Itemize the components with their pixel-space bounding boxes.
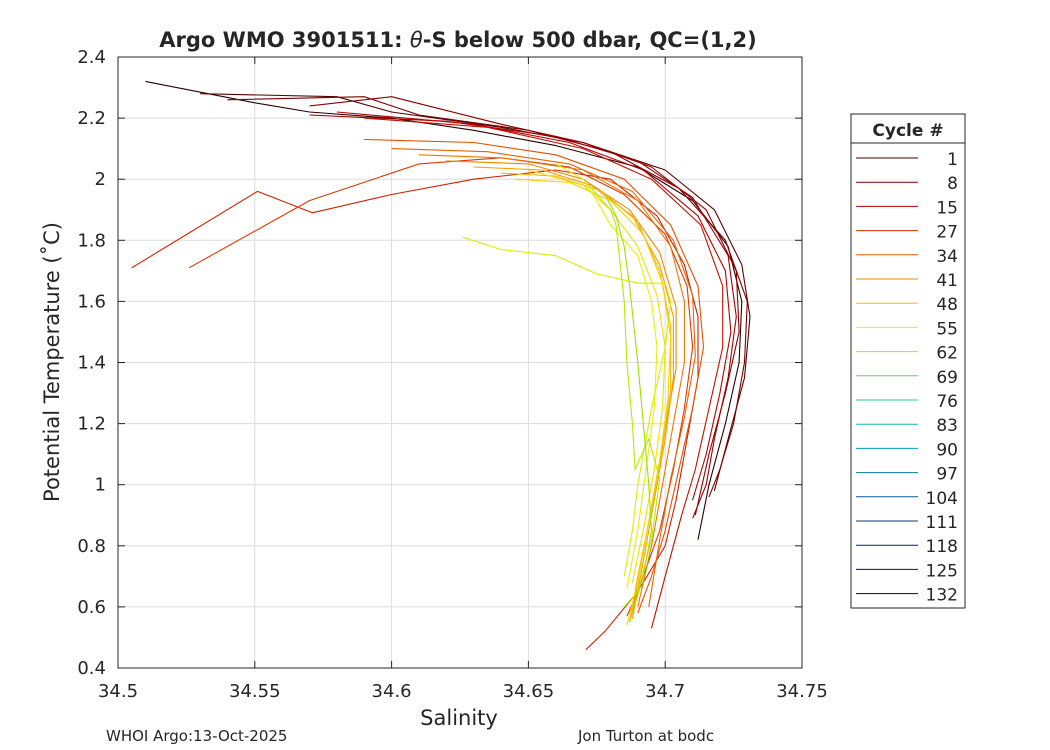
- series-line-17: [528, 169, 666, 583]
- series-line-20: [588, 184, 661, 608]
- x-tick-label: 34.7: [645, 681, 685, 702]
- legend-label-97: 97: [936, 465, 958, 485]
- series-line-18: [555, 163, 658, 589]
- footer-right: Jon Turton at bodc: [577, 727, 714, 745]
- legend-label-8: 8: [947, 174, 958, 194]
- x-tick-label: 34.75: [776, 681, 828, 702]
- y-tick-label: 1: [95, 475, 106, 496]
- x-axis-label: Salinity: [420, 706, 498, 730]
- y-tick-label: 2: [95, 169, 106, 190]
- series-line-10: [364, 138, 705, 614]
- legend-label-15: 15: [936, 198, 958, 218]
- x-tick-label: 34.65: [503, 681, 555, 702]
- series-line-12: [418, 154, 685, 608]
- legend-label-118: 118: [926, 537, 958, 557]
- series-line-6: [336, 111, 732, 501]
- series-line-5: [309, 114, 737, 519]
- footer-left: WHOI Argo:13-Oct-2025: [106, 727, 287, 745]
- series-line-3: [227, 96, 748, 498]
- legend-entries: 1 8 15 27 34 41 48 55 62 69 76 83 90 97 104 111 118 125 13…: [856, 150, 958, 606]
- x-tick-label: 34.6: [372, 681, 412, 702]
- series-line-19: [462, 236, 672, 577]
- legend-label-83: 83: [936, 416, 958, 436]
- y-tick-label: 0.4: [77, 658, 106, 679]
- series-group: [131, 80, 751, 651]
- y-tick-label: 0.8: [77, 536, 106, 557]
- legend-label-132: 132: [926, 586, 958, 606]
- legend-label-90: 90: [936, 440, 958, 460]
- axis-ticks: 34.5 34.55 34.6 34.65 34.7 34.75 0.4 0.6 0.8 1 1.2…: [77, 47, 827, 702]
- series-line-9: [188, 157, 694, 617]
- series-line-11: [391, 148, 696, 607]
- x-tick-label: 34.55: [229, 681, 281, 702]
- legend-label-76: 76: [936, 392, 958, 412]
- series-line-7: [364, 117, 724, 629]
- legend-label-55: 55: [936, 319, 958, 339]
- y-tick-label: 0.6: [77, 597, 106, 618]
- legend-box: [850, 113, 966, 609]
- legend-label-69: 69: [936, 368, 958, 388]
- legend-label-62: 62: [936, 344, 958, 364]
- series-line-2: [200, 93, 751, 491]
- x-tick-label: 34.5: [98, 681, 138, 702]
- y-tick-label: 1.8: [77, 230, 106, 251]
- legend-label-125: 125: [926, 561, 958, 581]
- y-tick-label: 1.4: [77, 353, 106, 374]
- legend-label-41: 41: [936, 271, 958, 291]
- y-tick-label: 1.6: [77, 291, 106, 312]
- legend-title: Cycle #: [872, 121, 943, 141]
- legend-label-1: 1: [947, 150, 958, 170]
- legend-label-34: 34: [936, 247, 958, 267]
- y-axis-label: Potential Temperature (˚C): [40, 222, 64, 502]
- y-tick-label: 1.2: [77, 414, 106, 435]
- legend: Cycle # 1 8 15 27 34 41 48 55 62 69 76 83 90 97 104 111…: [850, 113, 966, 609]
- series-line-1: [145, 80, 743, 540]
- chart-title: Argo WMO 3901511: θ-S below 500 dbar, QC…: [159, 28, 756, 52]
- legend-label-104: 104: [926, 489, 958, 509]
- legend-label-111: 111: [926, 513, 958, 533]
- series-line-21: [604, 194, 653, 623]
- y-tick-label: 2.4: [77, 47, 106, 68]
- y-tick-label: 2.2: [77, 108, 106, 129]
- legend-label-27: 27: [936, 223, 958, 243]
- legend-label-48: 48: [936, 295, 958, 315]
